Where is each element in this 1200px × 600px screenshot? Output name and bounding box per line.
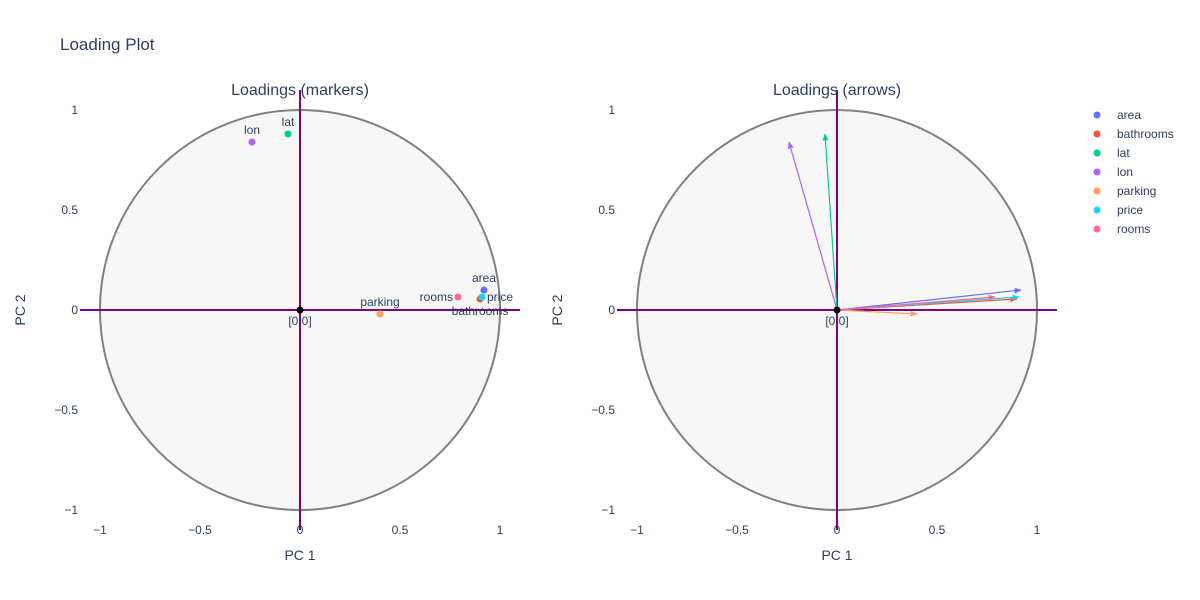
y-tick-label: 0.5 xyxy=(598,203,615,217)
arrow-area xyxy=(836,287,1022,311)
figure-title: Loading Plot xyxy=(60,35,155,54)
x-axis-title: PC 1 xyxy=(284,547,315,563)
legend-label-price: price xyxy=(1117,203,1143,217)
y-tick-label: 1 xyxy=(608,103,615,117)
y-tick-label: 1 xyxy=(71,103,78,117)
y-axis-title: PC 2 xyxy=(12,294,28,325)
point-price xyxy=(478,293,486,301)
point-label-lat: lat xyxy=(282,115,295,129)
arrow-lat xyxy=(822,133,838,311)
arrow-rooms xyxy=(836,294,996,311)
origin-point xyxy=(833,306,841,314)
y-tick-label: −1 xyxy=(64,503,78,517)
x-tick-label: 0 xyxy=(297,523,304,537)
point-label-price: price xyxy=(487,290,513,304)
x-tick-label: −1 xyxy=(93,523,107,537)
y-tick-label: −0.5 xyxy=(591,403,615,417)
legend-marker-bathrooms xyxy=(1093,130,1101,138)
point-rooms xyxy=(454,293,462,301)
arrow-lon xyxy=(788,141,838,311)
subplot-title: Loadings (markers) xyxy=(231,82,369,99)
x-tick-label: 0 xyxy=(834,523,841,537)
panel-markers: −1 −1 −0.5 −0.5 0 0 0.5 0.5 1 1 Loadings (markers)… xyxy=(12,82,520,563)
legend-label-bathrooms: bathrooms xyxy=(1117,127,1174,141)
y-tick-label: −1 xyxy=(601,503,615,517)
arrow-parking xyxy=(836,309,918,317)
x-tick-label: 1 xyxy=(1034,523,1041,537)
x-tick-label: 0.5 xyxy=(929,523,946,537)
point-lon xyxy=(248,138,256,146)
x-axis-title: PC 1 xyxy=(821,547,852,563)
point-area xyxy=(480,286,488,294)
y-axis-title: PC 2 xyxy=(549,294,565,325)
y-tick-label: −0.5 xyxy=(54,403,78,417)
point-label-lon: lon xyxy=(244,123,260,137)
origin-point xyxy=(296,306,304,314)
point-parking xyxy=(376,310,384,318)
point-label-parking: parking xyxy=(360,295,399,309)
x-tick-label: 1 xyxy=(497,523,504,537)
legend-marker-rooms xyxy=(1093,225,1101,233)
legend-label-lat: lat xyxy=(1117,146,1130,160)
legend: area bathrooms lat lon parking price rooms xyxy=(1093,108,1174,236)
origin-label: [0,0] xyxy=(288,314,311,328)
point-lat xyxy=(284,130,292,138)
x-tick-label: −0.5 xyxy=(725,523,749,537)
legend-marker-parking xyxy=(1093,187,1101,195)
y-tick-label: 0 xyxy=(608,303,615,317)
point-label-bathrooms: bathrooms xyxy=(452,304,509,318)
y-tick-label: 0 xyxy=(71,303,78,317)
legend-label-area: area xyxy=(1117,108,1141,122)
x-tick-label: 0.5 xyxy=(392,523,409,537)
y-tick-label: 0.5 xyxy=(61,203,78,217)
origin-label: [0,0] xyxy=(825,314,848,328)
x-tick-label: −1 xyxy=(630,523,644,537)
legend-marker-price xyxy=(1093,206,1101,214)
x-tick-label: −0.5 xyxy=(188,523,212,537)
point-label-area: area xyxy=(472,271,496,285)
legend-label-rooms: rooms xyxy=(1117,222,1150,236)
legend-label-lon: lon xyxy=(1117,165,1133,179)
point-label-rooms: rooms xyxy=(420,290,453,304)
panel-arrows: −1 −1 −0.5 −0.5 0 0 0.5 0.5 1 1 Loadings (arrows) P… xyxy=(549,82,1057,563)
legend-marker-lon xyxy=(1093,168,1101,176)
legend-marker-lat xyxy=(1093,149,1101,157)
legend-marker-area xyxy=(1093,111,1101,119)
subplot-title: Loadings (arrows) xyxy=(773,82,901,99)
legend-label-parking: parking xyxy=(1117,184,1156,198)
